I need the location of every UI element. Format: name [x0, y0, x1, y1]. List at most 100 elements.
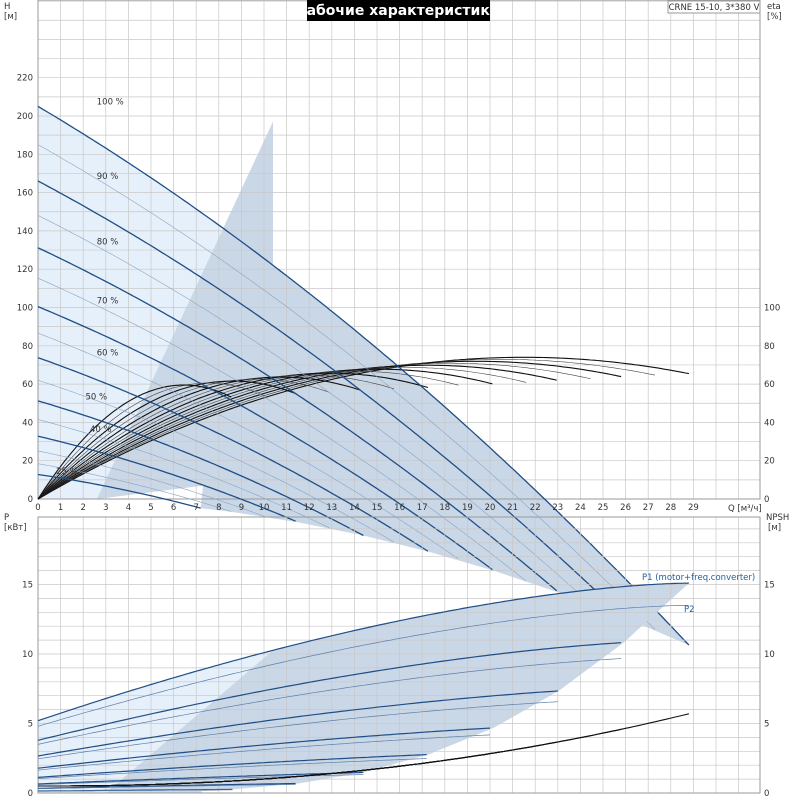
p1-curve-label: P1 (motor+freq.converter)	[642, 573, 755, 583]
power-region-fill	[105, 583, 689, 793]
flow-tick: 28	[665, 503, 676, 513]
head-curve	[37, 400, 364, 537]
head-curve	[37, 332, 459, 560]
head-axis-label: H	[4, 2, 10, 12]
flow-axis-label: Q [м³/ч]	[728, 504, 762, 514]
flow-tick: 5	[148, 503, 153, 513]
npsh-tick: 0	[764, 789, 769, 799]
p2-curve	[37, 734, 491, 771]
efficiency-curve	[37, 364, 557, 500]
head-curve	[37, 215, 591, 605]
flow-tick: 21	[507, 503, 518, 513]
efficiency-curve	[37, 372, 429, 500]
head-curve	[37, 435, 296, 522]
p1-curve	[37, 727, 491, 769]
flow-tick: 7	[193, 503, 198, 513]
eff-tick: 20	[764, 457, 775, 467]
power-light-region	[38, 650, 273, 793]
head-curve	[37, 305, 493, 571]
p2-curve	[37, 784, 296, 790]
speed-label: 50 %	[85, 392, 107, 402]
flow-tick: 22	[530, 503, 541, 513]
head-tick: 0	[28, 495, 33, 505]
head-tick: 100	[17, 304, 33, 314]
flow-tick: 20	[485, 503, 496, 513]
flow-tick: 24	[575, 503, 586, 513]
efficiency-curve	[37, 378, 330, 500]
power-tick: 15	[22, 581, 33, 591]
efficiency-curve	[37, 384, 232, 500]
npsh-curve	[38, 776, 296, 787]
model-box	[667, 0, 761, 14]
efficiency-curve	[37, 366, 527, 500]
power-axis-unit: [кВт]	[4, 523, 27, 533]
operating-region-fill	[96, 121, 689, 646]
power-tick: 10	[22, 650, 33, 660]
flow-tick: 29	[688, 503, 699, 513]
flow-tick: 2	[80, 503, 85, 513]
efficiency-axis-unit: [%]	[767, 12, 782, 22]
flow-tick: 15	[372, 503, 383, 513]
head-tick: 120	[17, 265, 33, 275]
head-curve	[37, 180, 622, 616]
p2-curve	[37, 758, 427, 779]
efficiency-curve	[37, 376, 361, 500]
efficiency-curve	[37, 359, 656, 500]
head-tick: 200	[17, 112, 33, 122]
npsh-axis-label: NPSH	[766, 513, 789, 523]
chart-title: Рабочие характеристики	[296, 3, 499, 19]
p1-curve	[37, 642, 622, 741]
npsh-tick: 5	[764, 720, 769, 730]
speed-label: 90 %	[97, 172, 119, 182]
head-curve	[37, 357, 429, 552]
flow-tick: 3	[103, 503, 108, 513]
speed-labels: 100 % 90 % 80 % 70 % 60 % 50 % 40 % 25 %	[56, 98, 124, 478]
flow-tick: 1	[58, 503, 63, 513]
head-tick: 220	[17, 74, 33, 84]
head-curve	[37, 379, 395, 543]
flow-tick: 10	[259, 503, 270, 513]
p1-curve	[37, 782, 296, 789]
head-tick: 40	[22, 418, 33, 428]
npsh-tick-labels: 0 5 10 15	[764, 581, 775, 800]
eff-tick: 100	[764, 304, 780, 314]
head-tick: 80	[22, 342, 33, 352]
efficiency-curve	[37, 370, 459, 500]
flow-tick: 18	[439, 503, 450, 513]
power-tick: 0	[28, 789, 33, 799]
flow-tick: 26	[620, 503, 631, 513]
flow-tick: 9	[239, 503, 244, 513]
head-curve	[37, 450, 266, 517]
speed-label: 40 %	[90, 425, 112, 435]
efficiency-curve	[37, 380, 296, 500]
pump-model: CRNE 15-10, 3*380 V	[669, 3, 760, 13]
flow-tick: 23	[552, 503, 563, 513]
flow-tick: 13	[326, 503, 337, 513]
efficiency-curve	[37, 368, 493, 500]
flow-tick: 11	[281, 503, 292, 513]
npsh-axis-unit: [м]	[768, 523, 781, 533]
power-tick: 5	[28, 720, 33, 730]
p2-curve-label: P2	[684, 605, 695, 615]
p1-curve	[37, 582, 689, 722]
power-region	[38, 583, 689, 793]
npsh-tick: 15	[764, 581, 775, 591]
eff-tick: 0	[764, 495, 769, 505]
flow-tick: 8	[216, 503, 221, 513]
top-grid	[37, 0, 760, 500]
power-curves	[37, 582, 689, 792]
power-axis-label: P	[4, 513, 9, 523]
p2-curve	[38, 789, 233, 792]
head-tick: 20	[22, 457, 33, 467]
eff-tick: 40	[764, 418, 775, 428]
speed-label: 100 %	[97, 98, 124, 108]
efficiency-curve	[37, 382, 266, 500]
operating-region	[38, 106, 689, 646]
p1-curve	[37, 771, 364, 785]
head-tick: 140	[17, 227, 33, 237]
p1-curve	[37, 690, 558, 757]
flow-tick: 17	[417, 503, 428, 513]
head-axis-unit: [м]	[4, 12, 17, 22]
